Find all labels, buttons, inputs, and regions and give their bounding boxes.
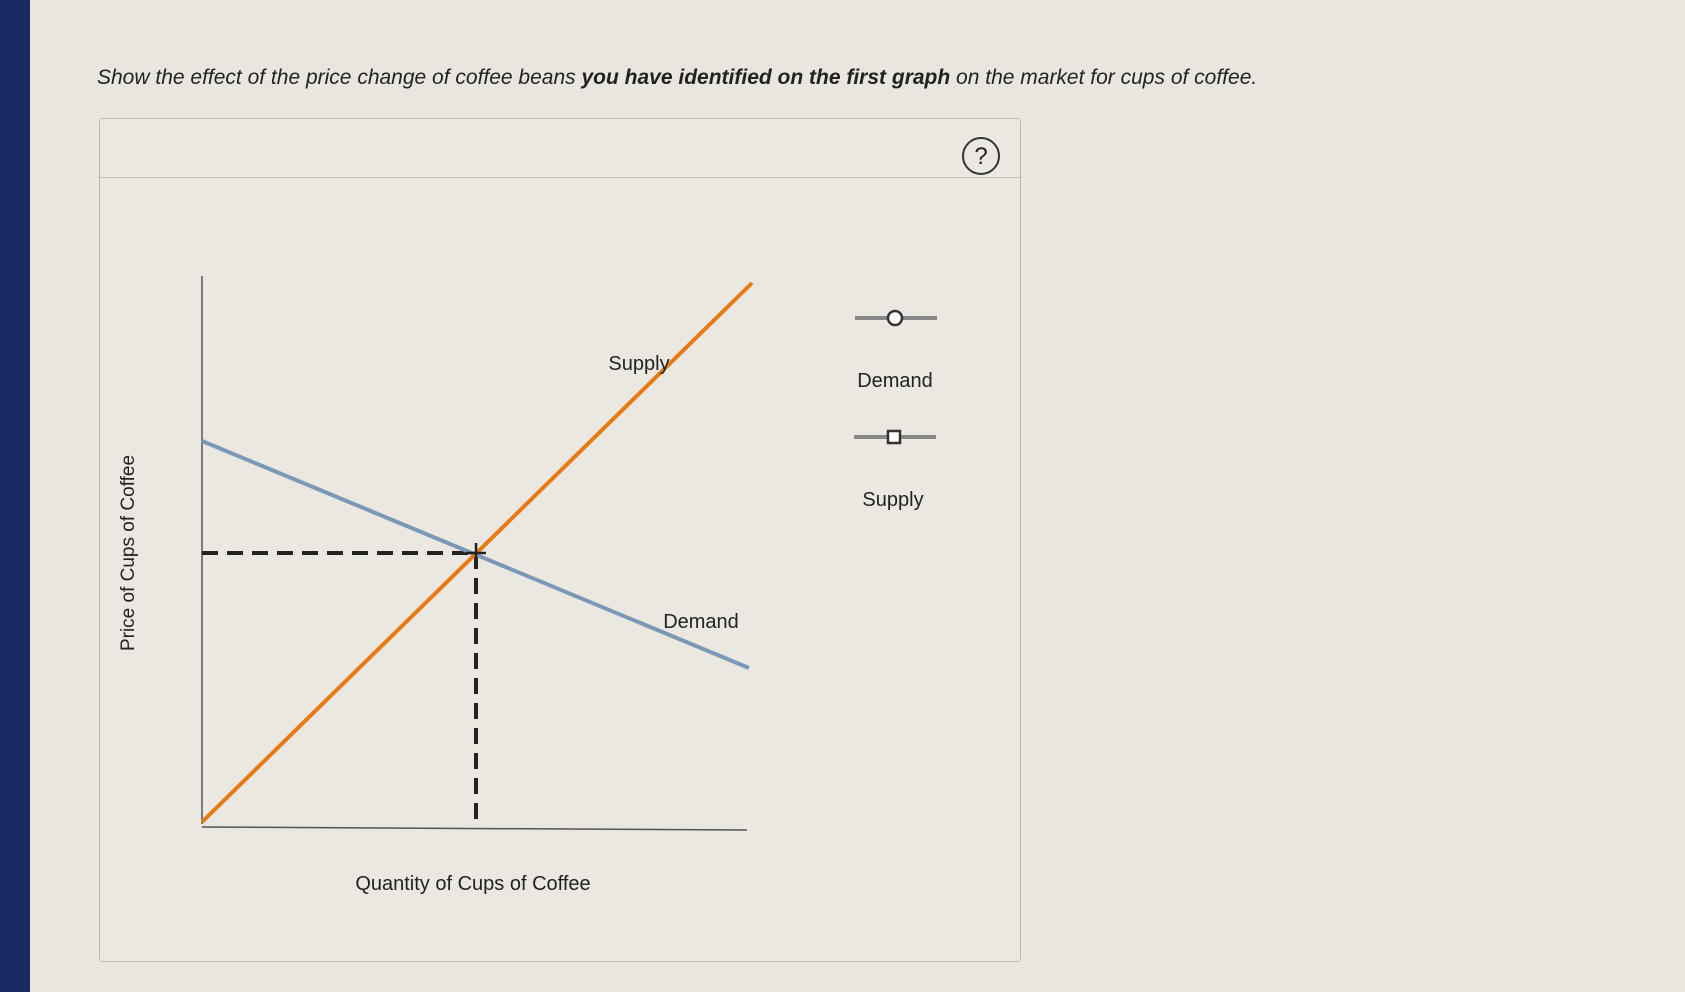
help-button[interactable]: ?: [962, 137, 1000, 175]
graph-panel: [99, 118, 1021, 962]
tool-circle[interactable]: [886, 309, 904, 327]
supply-curve-label: Supply: [608, 353, 669, 375]
help-circle[interactable]: [962, 137, 1000, 175]
tool-label[interactable]: Supply: [862, 489, 923, 511]
y-axis-label: Price of Cups of Coffee: [118, 455, 139, 651]
instruction-bold: you have identified on the first graph: [581, 66, 951, 89]
help-icon[interactable]: ?: [974, 143, 987, 170]
x-axis: [201, 826, 748, 831]
sidebar: [0, 0, 30, 992]
instruction: Show the effect of the price change of c…: [97, 66, 1257, 90]
tool-square[interactable]: [886, 429, 902, 445]
demand-curve-label: Demand: [663, 611, 739, 633]
tool-label[interactable]: Demand: [857, 370, 933, 392]
x-axis-label: Quantity of Cups of Coffee: [355, 873, 590, 895]
instruction-text: Show the effect of the price change of c…: [97, 66, 576, 89]
supply-tool[interactable]: Supply: [854, 429, 936, 511]
panel-header: [100, 119, 1020, 178]
instruction-text: on the market for cups of coffee.: [956, 66, 1258, 89]
demand-tool[interactable]: Demand: [855, 309, 937, 392]
